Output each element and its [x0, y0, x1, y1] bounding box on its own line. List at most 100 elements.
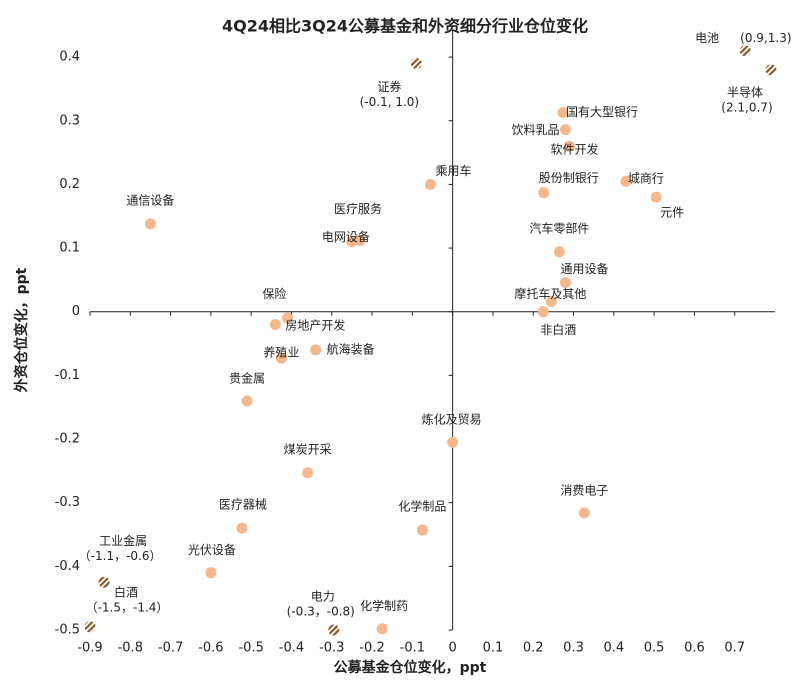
point-label: 电力: [311, 590, 335, 604]
clipped-point: [84, 621, 96, 633]
point: [416, 524, 428, 536]
point: [538, 187, 550, 199]
y-tick-label: -0.2: [55, 432, 80, 447]
point-label: 白酒: [114, 584, 138, 599]
y-axis-label: 外资仓位变化，ppt: [13, 267, 30, 392]
point-label: 光伏设备: [188, 543, 236, 557]
x-tick-label: 0.6: [684, 641, 705, 656]
point-label: 养殖业: [263, 345, 299, 360]
point-note: (0.9,1.3): [740, 31, 791, 45]
point: [620, 175, 632, 187]
x-axis-label: 公募基金仓位变化，ppt: [334, 659, 487, 676]
point-label: 汽车零部件: [529, 220, 589, 235]
point-label: 消费电子: [560, 483, 608, 497]
x-tick-label: -0.1: [400, 641, 425, 656]
point: [578, 507, 590, 519]
point: [205, 567, 217, 579]
point-label: 通信设备: [126, 193, 174, 207]
point: [281, 312, 293, 324]
y-tick-label: -0.3: [55, 495, 80, 510]
point-note: （-1.5，-1.4）: [86, 600, 169, 614]
point-label: 电池: [695, 31, 719, 45]
point-label: 通用设备: [560, 262, 608, 276]
clipped-point: [98, 576, 110, 588]
point: [447, 436, 459, 448]
y-tick-label: -0.5: [55, 623, 80, 638]
point: [236, 522, 248, 534]
point-label: 炼化及贸易: [422, 412, 482, 427]
point-label: 化学制药: [360, 598, 408, 613]
x-tick-label: -0.8: [118, 641, 143, 656]
x-tick-label: -0.5: [238, 641, 263, 656]
y-tick-label: 0.1: [59, 241, 80, 256]
point-label: 电网设备: [322, 230, 370, 244]
clipped-point: [328, 624, 340, 636]
point: [310, 344, 322, 356]
point-label: 煤炭开采: [284, 442, 332, 456]
point: [302, 467, 314, 479]
point-label: 医疗器械: [219, 497, 267, 512]
chart-title: 4Q24相比3Q24公募基金和外资细分行业仓位变化: [222, 17, 588, 36]
point: [354, 234, 366, 246]
point-label: 保险: [262, 286, 286, 301]
point-label: 工业金属: [99, 533, 147, 548]
y-tick-label: 0.3: [59, 113, 80, 128]
x-tick-label: -0.7: [158, 641, 183, 656]
point: [553, 246, 565, 258]
x-tick-label: 0.7: [724, 641, 745, 656]
clipped-point: [739, 45, 751, 57]
y-tick-label: -0.4: [55, 559, 80, 574]
point-note: (-0.1, 1.0): [360, 95, 420, 109]
point-label: 摩托车及其他: [514, 286, 586, 301]
point-label: 贵金属: [229, 370, 265, 385]
x-tick-label: 0.1: [483, 641, 504, 656]
point: [545, 296, 557, 308]
y-tick-label: -0.1: [55, 368, 80, 383]
point: [275, 352, 287, 364]
point-label: 软件开发: [550, 142, 598, 157]
point: [650, 191, 662, 203]
point: [346, 236, 358, 248]
x-tick-label: 0.5: [644, 641, 665, 656]
point: [557, 106, 569, 118]
point: [376, 623, 388, 635]
x-tick-label: -0.4: [279, 641, 304, 656]
point-label: 国有大型银行: [566, 105, 638, 119]
point-label: 医疗服务: [334, 201, 382, 216]
point-label: 半导体: [727, 85, 763, 99]
x-tick-label: 0.2: [523, 641, 544, 656]
point: [269, 318, 281, 330]
point: [559, 124, 571, 136]
point-label: 航海装备: [327, 341, 375, 356]
point-label: 饮料乳品: [511, 123, 559, 137]
point-label: 非白酒: [540, 322, 576, 337]
point-label: 股份制银行: [539, 171, 599, 185]
point-note: (-0.3，-0.8): [287, 605, 355, 619]
point: [537, 306, 549, 318]
point-label: 乘用车: [435, 163, 471, 178]
clipped-point: [765, 64, 777, 76]
point-note: (2.1,0.7): [721, 100, 772, 114]
point: [424, 178, 436, 190]
clipped-point: [410, 57, 422, 69]
point-note: （-1.1，-0.6）: [79, 549, 162, 563]
x-tick-label: -0.9: [77, 641, 102, 656]
x-tick-label: 0: [449, 641, 457, 656]
x-tick-label: -0.3: [319, 641, 344, 656]
point-label: 元件: [660, 206, 684, 220]
point-label: 证券: [377, 79, 401, 94]
point: [559, 276, 571, 288]
point-label: 城商行: [628, 171, 664, 186]
x-tick-label: 0.4: [603, 641, 624, 656]
y-tick-label: 0.4: [59, 50, 80, 65]
point: [241, 395, 253, 407]
y-tick-label: 0.2: [59, 177, 80, 192]
point-label: 化学制品: [398, 499, 446, 514]
x-tick-label: 0.3: [563, 641, 584, 656]
point: [564, 140, 575, 152]
y-tick-label: 0: [72, 304, 80, 319]
x-tick-label: -0.6: [198, 641, 223, 656]
point: [144, 218, 156, 230]
x-tick-label: -0.2: [359, 641, 384, 656]
